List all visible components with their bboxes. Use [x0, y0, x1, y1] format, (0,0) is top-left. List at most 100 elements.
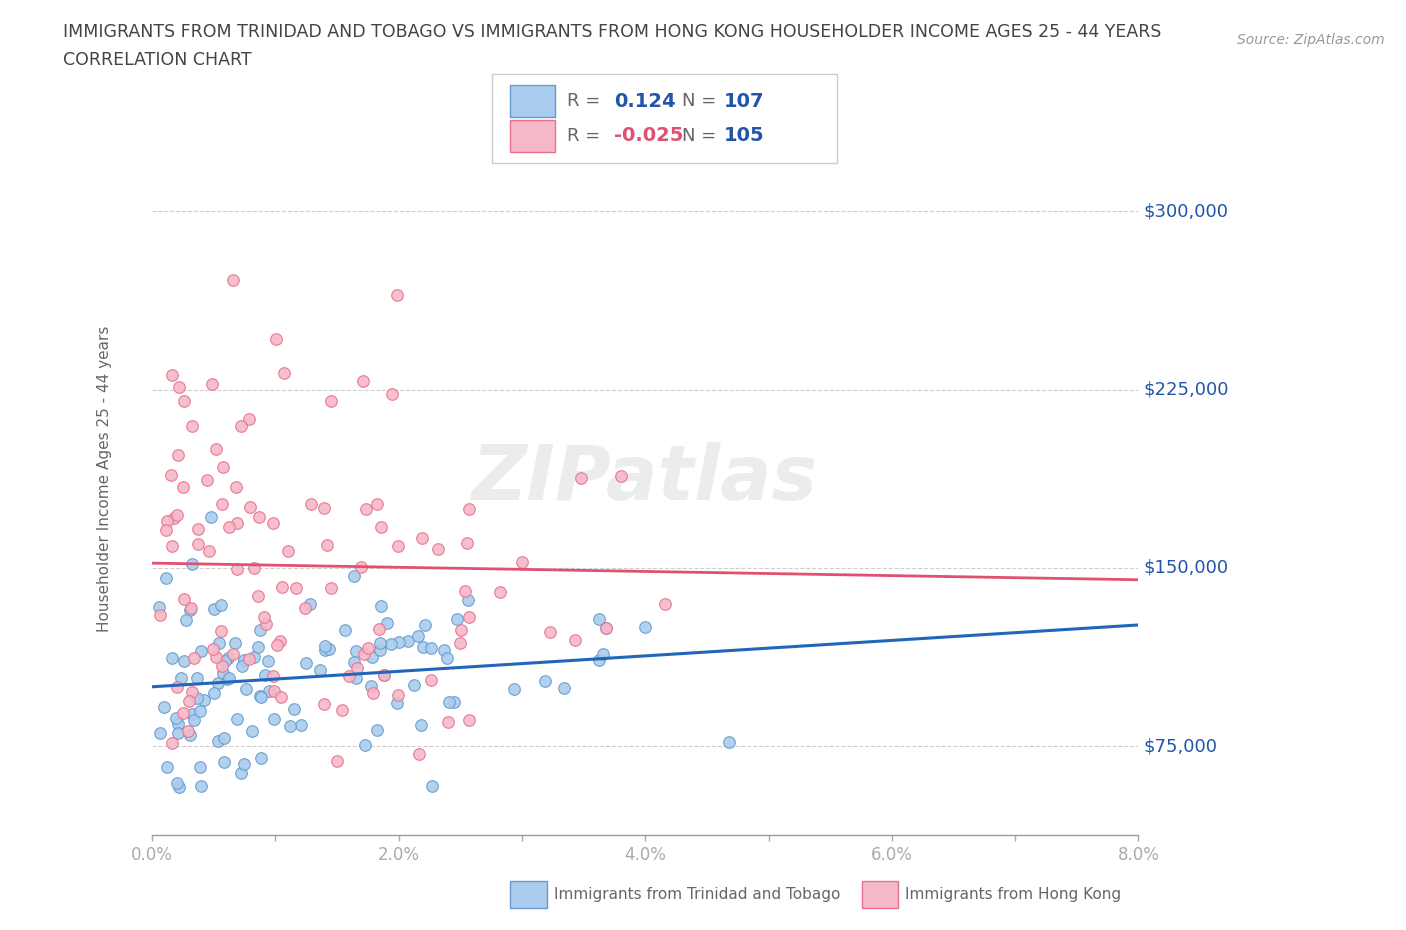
- Point: [156, 514, 179, 529]
- Point: [211, 666, 233, 681]
- Point: [409, 718, 432, 733]
- Point: [167, 779, 190, 794]
- Point: [246, 588, 269, 603]
- Point: [412, 639, 434, 654]
- Point: [426, 542, 449, 557]
- Point: [160, 367, 183, 382]
- Text: $300,000: $300,000: [1143, 202, 1229, 220]
- Text: 0.124: 0.124: [614, 92, 676, 111]
- Point: [344, 671, 367, 685]
- Point: [222, 646, 245, 661]
- Text: $150,000: $150,000: [1143, 559, 1229, 577]
- Point: [190, 703, 212, 718]
- Point: [253, 610, 276, 625]
- Point: [360, 679, 382, 694]
- Point: [211, 497, 233, 512]
- Point: [437, 694, 460, 709]
- Point: [186, 690, 208, 705]
- Point: [238, 651, 260, 666]
- Text: R =: R =: [567, 127, 600, 145]
- Point: [257, 654, 280, 669]
- Point: [314, 639, 336, 654]
- Point: [588, 653, 610, 668]
- Point: [273, 365, 295, 380]
- Point: [179, 694, 201, 709]
- Point: [318, 642, 340, 657]
- Point: [217, 651, 239, 666]
- Point: [457, 592, 479, 607]
- Point: [249, 751, 271, 766]
- Point: [156, 760, 179, 775]
- Point: [312, 500, 335, 515]
- Point: [186, 671, 208, 685]
- Point: [173, 591, 195, 606]
- Point: [181, 707, 204, 722]
- Point: [402, 678, 425, 693]
- Point: [155, 570, 177, 585]
- Point: [569, 471, 592, 485]
- Point: [166, 508, 188, 523]
- Point: [240, 724, 263, 738]
- Point: [179, 603, 201, 618]
- Point: [166, 679, 188, 694]
- Point: [352, 374, 374, 389]
- Point: [595, 621, 617, 636]
- Point: [270, 689, 292, 704]
- Point: [654, 596, 676, 611]
- Point: [202, 685, 225, 700]
- Text: Source: ZipAtlas.com: Source: ZipAtlas.com: [1237, 33, 1385, 46]
- Text: Immigrants from Hong Kong: Immigrants from Hong Kong: [905, 887, 1122, 902]
- Point: [385, 696, 408, 711]
- Point: [592, 647, 614, 662]
- Point: [232, 653, 254, 668]
- Point: [271, 579, 294, 594]
- Point: [239, 500, 262, 515]
- Text: N =: N =: [682, 92, 716, 110]
- Point: [411, 531, 433, 546]
- Point: [553, 681, 575, 696]
- Point: [446, 611, 468, 626]
- Point: [249, 510, 271, 525]
- Text: Householder Income Ages 25 - 44 years: Householder Income Ages 25 - 44 years: [97, 326, 112, 631]
- Point: [380, 637, 402, 652]
- Point: [193, 693, 215, 708]
- Point: [188, 760, 211, 775]
- Point: [222, 272, 245, 287]
- Point: [266, 638, 288, 653]
- Point: [294, 600, 316, 615]
- Point: [564, 632, 586, 647]
- Point: [312, 697, 335, 711]
- Point: [165, 711, 187, 725]
- Point: [160, 650, 183, 665]
- Point: [346, 660, 368, 675]
- Point: [373, 668, 395, 683]
- Point: [209, 623, 232, 638]
- Text: 107: 107: [724, 92, 765, 111]
- Point: [160, 467, 183, 482]
- Point: [207, 636, 229, 651]
- Point: [299, 496, 322, 511]
- Point: [214, 654, 236, 669]
- Point: [609, 469, 631, 484]
- Point: [190, 644, 212, 658]
- Point: [330, 703, 353, 718]
- Point: [262, 515, 284, 530]
- Point: [534, 673, 557, 688]
- Point: [349, 560, 371, 575]
- Point: [205, 441, 228, 456]
- Point: [231, 659, 253, 674]
- Point: [295, 656, 318, 671]
- Point: [198, 544, 221, 559]
- Point: [309, 662, 332, 677]
- Point: [238, 411, 260, 426]
- Point: [370, 520, 392, 535]
- Point: [166, 776, 188, 790]
- Point: [181, 684, 204, 699]
- Point: [449, 636, 471, 651]
- Point: [262, 669, 284, 684]
- Point: [217, 671, 239, 686]
- Point: [243, 649, 266, 664]
- Point: [204, 649, 226, 664]
- Point: [207, 676, 229, 691]
- Point: [269, 633, 291, 648]
